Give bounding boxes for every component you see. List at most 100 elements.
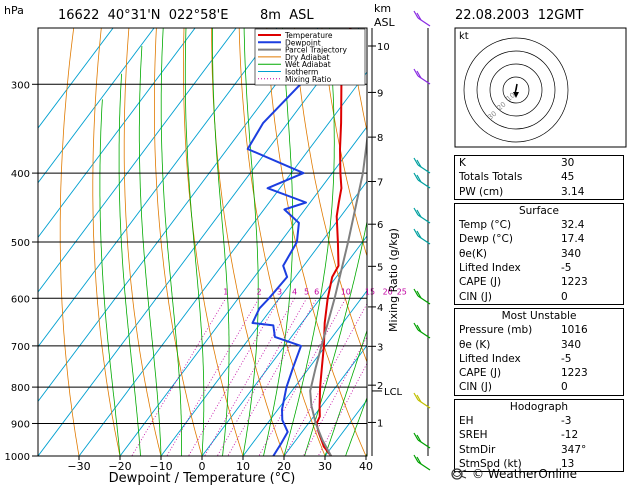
mixing-ratio-line [284,302,367,456]
pressure-tick-label: 600 [11,294,30,305]
lcl-label: LCL [384,387,403,398]
dry-adiabat-line [238,28,326,456]
wind-barb [413,454,431,471]
wind-barb [413,288,431,305]
wind-barb [413,157,431,174]
stat-value: 0 [561,290,568,303]
stat-row: CIN (J) 0 [455,380,623,394]
brand: © WeatherOnline [450,467,577,481]
hodograph-title: Hodograph [509,400,569,413]
stats-panel: K 30 Totals Totals 45 PW (cm) 3.14 Surface … [454,155,624,475]
wind-barb-flag [416,290,422,299]
wind-barb-flag [413,288,419,297]
mixing-ratio-line [216,298,307,456]
height-tick-label: 9 [377,88,383,99]
wet-adiabat-line [304,219,367,456]
stat-row: Lifted Index -5 [455,352,623,366]
wind-barb-flag [413,322,419,331]
height-tick-label: 8 [377,133,383,144]
stat-value: 30 [561,157,575,169]
isotherm-line [283,344,367,456]
stat-label: θe (K) [459,338,491,351]
stat-row: StmDir 347° [455,443,623,457]
wind-barb-flag [416,70,422,79]
stat-label: Lifted Index [459,352,521,365]
km-label: km [374,2,391,15]
wind-barb-flag [413,207,419,216]
wind-barb-flag [413,432,419,441]
pressure-tick-label: 500 [11,238,30,249]
isotherm-line [201,235,367,456]
surface-title: Surface [518,204,559,217]
wind-barb-flag [413,454,419,463]
wet-adiabat-line [345,396,367,456]
wind-barb [413,172,431,189]
pressure-tick-label: 900 [11,419,30,430]
wet-adiabat-line [242,28,259,456]
stat-row: StmSpd (kt) 13 [455,457,623,471]
stat-label: PW (cm) [459,185,504,198]
height-tick-label: 6 [377,220,383,231]
legend-entry: Dewpoint [285,38,321,47]
wind-barb-flag [416,434,422,443]
stat-row: Lifted Index -5 [455,261,623,275]
stat-value: 347° [561,443,587,456]
legend-entry: Dry Adiabat [285,53,329,62]
stat-value: 0 [561,381,568,394]
wet-adiabat-line [184,28,205,456]
wind-barb-staff [417,17,431,27]
pressure-tick-label: 400 [11,169,30,180]
stat-value: 13 [561,457,575,470]
pressure-tick-label: 1000 [5,452,30,463]
wind-barb-flag [413,392,419,401]
wind-barb-flag [416,324,422,333]
stat-label: CAPE (J) [459,276,502,289]
wind-barb-flag [413,157,419,166]
temp-tick-label: −10 [149,460,172,473]
isotherm-line [38,28,319,403]
isotherm-line [38,28,114,129]
mixing-ratio-line [258,298,347,456]
stat-value: -5 [561,262,572,275]
weatheronline-logo-icon [451,468,467,480]
mixing-ratio-label: 20 [383,287,393,296]
stat-value: 32.4 [561,219,585,232]
stat-value: -3 [561,415,572,428]
pressure-tick-label: 700 [11,342,30,353]
temp-tick-label: 10 [236,460,250,473]
wet-adiabat-line [212,28,230,456]
mixing-ratio-label: 3 [277,287,282,296]
temp-tick-label: 0 [199,460,206,473]
stat-label: StmDir [459,443,496,456]
stat-row: PW (cm) 3.14 [455,185,623,199]
mixing-ratio-label: 1 [223,287,228,296]
stat-label: θe(K) [459,247,487,260]
temperature-profile [315,28,352,456]
isotherm-line [38,28,360,456]
isotherm-line [119,125,367,456]
height-tick-label: 1 [377,418,383,429]
legend-entry: Temperature [284,31,333,40]
x-axis-label: Dewpoint / Temperature (°C) [109,471,296,486]
hodograph-ring [463,37,569,143]
isotherm-line [38,28,196,239]
height-tick-label: 2 [377,381,383,392]
mixing-ratio-label: 15 [365,287,375,296]
wind-barb-flag [416,230,422,239]
stat-label: StmSpd (kt) [459,457,522,470]
stat-value: 1223 [561,367,588,380]
stat-row: Temp (°C) 32.4 [455,218,623,232]
stat-value: 17.4 [561,233,585,246]
most-unstable-title: Most Unstable [501,309,577,322]
hodograph-ring [502,76,530,104]
stat-row: Pressure (mb) 1016 [455,323,623,337]
legend-entry: Wet Adiabat [285,60,331,69]
isotherm-line [38,28,155,184]
temp-tick-label: 30 [318,460,332,473]
most-unstable-box: Most Unstable Pressure (mb) 1016 θe (K) 34… [454,307,624,396]
hodograph-ring-label: 30 [486,110,498,122]
dry-adiabat-line [293,28,367,364]
wind-barb [413,207,431,224]
height-tick-label: 10 [377,42,390,53]
stat-value: 1016 [561,324,588,337]
